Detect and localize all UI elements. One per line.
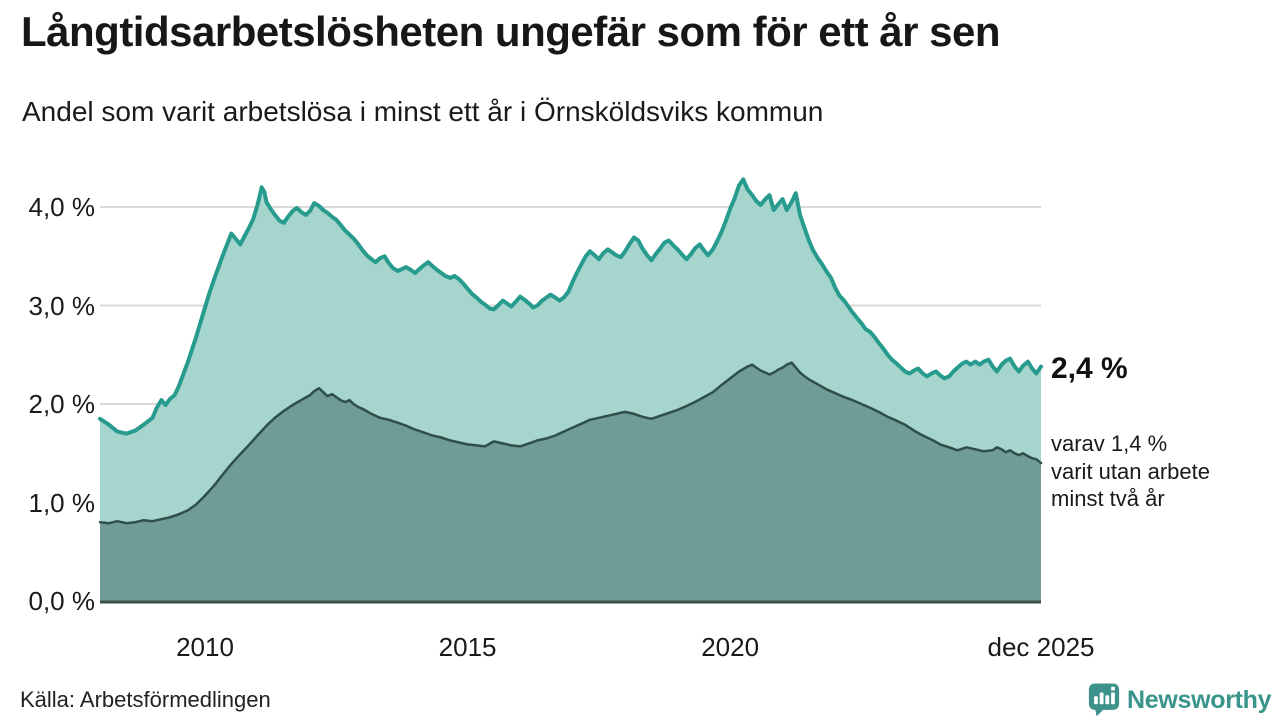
x-tick-label: 2020 xyxy=(701,632,760,662)
end-note-line: varit utan arbete xyxy=(1051,458,1210,484)
newsworthy-logo: Newsworthy xyxy=(1087,682,1272,718)
y-tick-label: 2,0 % xyxy=(28,389,96,419)
x-tick-label: 2010 xyxy=(176,632,234,662)
y-tick-label: 1,0 % xyxy=(28,487,96,518)
newsworthy-bubble-barchart-icon xyxy=(1088,683,1120,717)
end-note-line: varav 1,4 % xyxy=(1051,431,1168,456)
x-tick-label: 2015 xyxy=(438,632,497,662)
y-tick-label: 4,0 % xyxy=(28,192,96,222)
page-subtitle: Andel som varit arbetslösa i minst ett å… xyxy=(22,96,824,127)
series-line-2 xyxy=(98,361,1043,525)
y-tick-label: 3,0 % xyxy=(28,290,96,321)
source-label: Källa: Arbetsförmedlingen xyxy=(20,687,271,712)
newsworthy-wordmark: Newsworthy xyxy=(1127,685,1272,714)
end-value-label: 2,4 % xyxy=(1051,352,1128,385)
series-line-1 xyxy=(98,177,1043,436)
end-note-label: varav 1,4 % varit utan arbete minst två … xyxy=(1051,430,1210,513)
end-note-line: minst två år xyxy=(1051,486,1165,511)
page-title: Långtidsarbetslösheten ungefär som för e… xyxy=(21,8,1001,55)
series-area-2 xyxy=(100,362,1041,601)
x-tick-label: dec 2025 xyxy=(987,632,1095,662)
y-tick-label: 0,0 % xyxy=(28,586,96,616)
